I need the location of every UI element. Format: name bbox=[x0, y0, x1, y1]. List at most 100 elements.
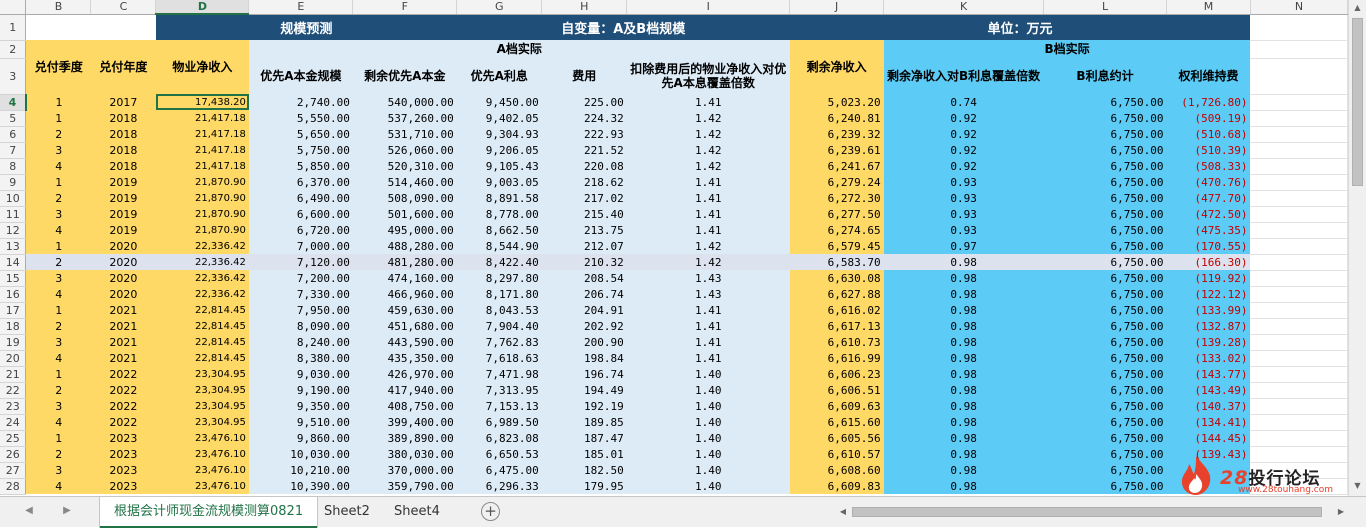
cell-expenses[interactable]: 210.32 bbox=[541, 254, 627, 270]
cell-senior-a-interest[interactable]: 8,662.50 bbox=[456, 222, 542, 238]
cell-remaining-senior-a-principal[interactable]: 520,310.00 bbox=[352, 158, 457, 174]
cell-empty[interactable] bbox=[1250, 110, 1348, 127]
cell-net-property-income[interactable]: 23,476.10 bbox=[155, 430, 249, 446]
cell-rights-maintenance-fee[interactable]: (133.99) bbox=[1166, 302, 1251, 318]
cell-senior-a-interest[interactable]: 8,297.80 bbox=[456, 270, 542, 286]
cell-senior-a-principal-scale[interactable]: 5,750.00 bbox=[248, 142, 353, 158]
cell-rights-maintenance-fee[interactable]: (139.43) bbox=[1166, 446, 1251, 462]
cell-rights-maintenance-fee[interactable]: (508.33) bbox=[1166, 158, 1251, 174]
row-header[interactable]: 15 bbox=[0, 270, 27, 287]
cell-net-property-income[interactable]: 22,814.45 bbox=[155, 318, 249, 334]
column-header-m[interactable]: M bbox=[1166, 0, 1251, 15]
cell-coverage-ratio-b[interactable]: 0.93 bbox=[883, 190, 1044, 206]
cell-expenses[interactable]: 187.47 bbox=[541, 430, 627, 446]
cell-payment-quarter[interactable]: 3 bbox=[25, 206, 91, 222]
cell-senior-a-principal-scale[interactable]: 9,510.00 bbox=[248, 414, 353, 430]
cell-payment-quarter[interactable]: 1 bbox=[25, 174, 91, 190]
header-senior-a-principal-scale[interactable]: 优先A本金规模 bbox=[248, 58, 353, 94]
cell-expenses[interactable]: 206.74 bbox=[541, 286, 627, 302]
cell-remaining-net-income[interactable]: 6,610.73 bbox=[789, 334, 884, 350]
row-header[interactable]: 19 bbox=[0, 334, 27, 351]
cell-empty[interactable] bbox=[1250, 126, 1348, 143]
cell-coverage-ratio-a[interactable]: 1.42 bbox=[626, 238, 790, 254]
cell-rights-maintenance-fee[interactable]: (144.45) bbox=[1166, 430, 1251, 446]
row-header[interactable]: 7 bbox=[0, 142, 27, 159]
cell-payment-year[interactable]: 2020 bbox=[90, 270, 156, 286]
cell-payment-quarter[interactable]: 2 bbox=[25, 318, 91, 334]
horizontal-scrollbar[interactable]: ◀ ▶ bbox=[836, 505, 1348, 519]
cell-n3[interactable] bbox=[1250, 58, 1348, 95]
cell-empty[interactable] bbox=[1250, 286, 1348, 303]
cell-senior-a-interest[interactable]: 7,762.83 bbox=[456, 334, 542, 350]
cell-payment-year[interactable]: 2019 bbox=[90, 222, 156, 238]
header-b-interest-estimate[interactable]: B利息约计 bbox=[1043, 58, 1167, 94]
cell-coverage-ratio-a[interactable]: 1.42 bbox=[626, 126, 790, 142]
cell-rights-maintenance-fee[interactable]: (134.41) bbox=[1166, 414, 1251, 430]
header-remaining-net-income[interactable]: 剩余净收入 bbox=[789, 40, 884, 94]
cell-expenses[interactable]: 196.74 bbox=[541, 366, 627, 382]
cell-payment-quarter[interactable]: 2 bbox=[25, 190, 91, 206]
row-header[interactable]: 28 bbox=[0, 478, 27, 495]
cell-payment-year[interactable]: 2019 bbox=[90, 206, 156, 222]
cell-remaining-net-income[interactable]: 6,615.60 bbox=[789, 414, 884, 430]
cell-payment-year[interactable]: 2019 bbox=[90, 174, 156, 190]
cell-senior-a-principal-scale[interactable]: 6,600.00 bbox=[248, 206, 353, 222]
cell-net-property-income[interactable]: 21,417.18 bbox=[155, 110, 249, 126]
cell-payment-quarter[interactable]: 4 bbox=[25, 350, 91, 366]
cell-empty[interactable] bbox=[1250, 478, 1348, 495]
cell-remaining-senior-a-principal[interactable]: 408,750.00 bbox=[352, 398, 457, 414]
cell-net-property-income[interactable]: 23,476.10 bbox=[155, 478, 249, 494]
row-header[interactable]: 27 bbox=[0, 462, 27, 479]
header-rights-maintenance-fee[interactable]: 权利维持费 bbox=[1166, 58, 1251, 94]
cell-senior-a-principal-scale[interactable]: 9,860.00 bbox=[248, 430, 353, 446]
cell-payment-quarter[interactable]: 1 bbox=[25, 430, 91, 446]
cell-b-interest-estimate[interactable]: 6,750.00 bbox=[1043, 142, 1167, 158]
cell-payment-year[interactable]: 2022 bbox=[90, 382, 156, 398]
cell-coverage-ratio-b[interactable]: 0.98 bbox=[883, 430, 1044, 446]
cell-b-interest-estimate[interactable]: 6,750.00 bbox=[1043, 158, 1167, 174]
title-scale-forecast[interactable]: 规模预测 bbox=[155, 14, 457, 40]
cell-payment-year[interactable]: 2017 bbox=[90, 94, 156, 110]
cell-remaining-senior-a-principal[interactable]: 501,600.00 bbox=[352, 206, 457, 222]
cell-senior-a-interest[interactable]: 9,450.00 bbox=[456, 94, 542, 110]
cell-payment-year[interactable]: 2018 bbox=[90, 142, 156, 158]
cell-rights-maintenance-fee[interactable]: (510.68) bbox=[1166, 126, 1251, 142]
cell-empty[interactable] bbox=[1250, 382, 1348, 399]
row-header[interactable]: 12 bbox=[0, 222, 27, 239]
row-header[interactable]: 16 bbox=[0, 286, 27, 303]
column-header-i[interactable]: I bbox=[626, 0, 791, 15]
cell-coverage-ratio-a[interactable]: 1.40 bbox=[626, 366, 790, 382]
cell-coverage-ratio-b[interactable]: 0.92 bbox=[883, 142, 1044, 158]
cell-b-interest-estimate[interactable]: 6,750.00 bbox=[1043, 206, 1167, 222]
cell-coverage-ratio-b[interactable]: 0.74 bbox=[883, 94, 1044, 110]
cell-b-interest-estimate[interactable]: 6,750.00 bbox=[1043, 366, 1167, 382]
cell-rights-maintenance-fee[interactable]: (140.37) bbox=[1166, 398, 1251, 414]
cell-coverage-ratio-a[interactable]: 1.41 bbox=[626, 206, 790, 222]
cell-b-interest-estimate[interactable]: 6,750.00 bbox=[1043, 334, 1167, 350]
cell-coverage-ratio-a[interactable]: 1.41 bbox=[626, 318, 790, 334]
row-header[interactable]: 22 bbox=[0, 382, 27, 399]
row-header[interactable]: 10 bbox=[0, 190, 27, 207]
scroll-down-icon[interactable]: ▼ bbox=[1354, 481, 1361, 490]
cell-b-interest-estimate[interactable]: 6,750.00 bbox=[1043, 110, 1167, 126]
cell-rights-maintenance-fee[interactable]: (139.28) bbox=[1166, 334, 1251, 350]
column-header-h[interactable]: H bbox=[541, 0, 628, 15]
cell-b-interest-estimate[interactable]: 6,750.00 bbox=[1043, 286, 1167, 302]
cell-expenses[interactable]: 198.84 bbox=[541, 350, 627, 366]
cell-rights-maintenance-fee[interactable]: (122.12) bbox=[1166, 286, 1251, 302]
cell-senior-a-principal-scale[interactable]: 6,370.00 bbox=[248, 174, 353, 190]
cell-rights-maintenance-fee[interactable]: (166.30) bbox=[1166, 254, 1251, 270]
cell-payment-year[interactable]: 2018 bbox=[90, 110, 156, 126]
column-header-j[interactable]: J bbox=[789, 0, 885, 15]
cell-coverage-ratio-b[interactable]: 0.98 bbox=[883, 366, 1044, 382]
cell-coverage-ratio-a[interactable]: 1.41 bbox=[626, 174, 790, 190]
cell-remaining-senior-a-principal[interactable]: 537,260.00 bbox=[352, 110, 457, 126]
cell-senior-a-interest[interactable]: 6,475.00 bbox=[456, 462, 542, 478]
row-header[interactable]: 18 bbox=[0, 318, 27, 335]
cell-net-property-income[interactable]: 22,336.42 bbox=[155, 286, 249, 302]
cell-senior-a-interest[interactable]: 8,043.53 bbox=[456, 302, 542, 318]
cell-remaining-net-income[interactable]: 6,239.32 bbox=[789, 126, 884, 142]
cell-expenses[interactable]: 208.54 bbox=[541, 270, 627, 286]
header-senior-a-interest[interactable]: 优先A利息 bbox=[456, 58, 542, 94]
horizontal-scroll-thumb[interactable] bbox=[852, 507, 1322, 517]
